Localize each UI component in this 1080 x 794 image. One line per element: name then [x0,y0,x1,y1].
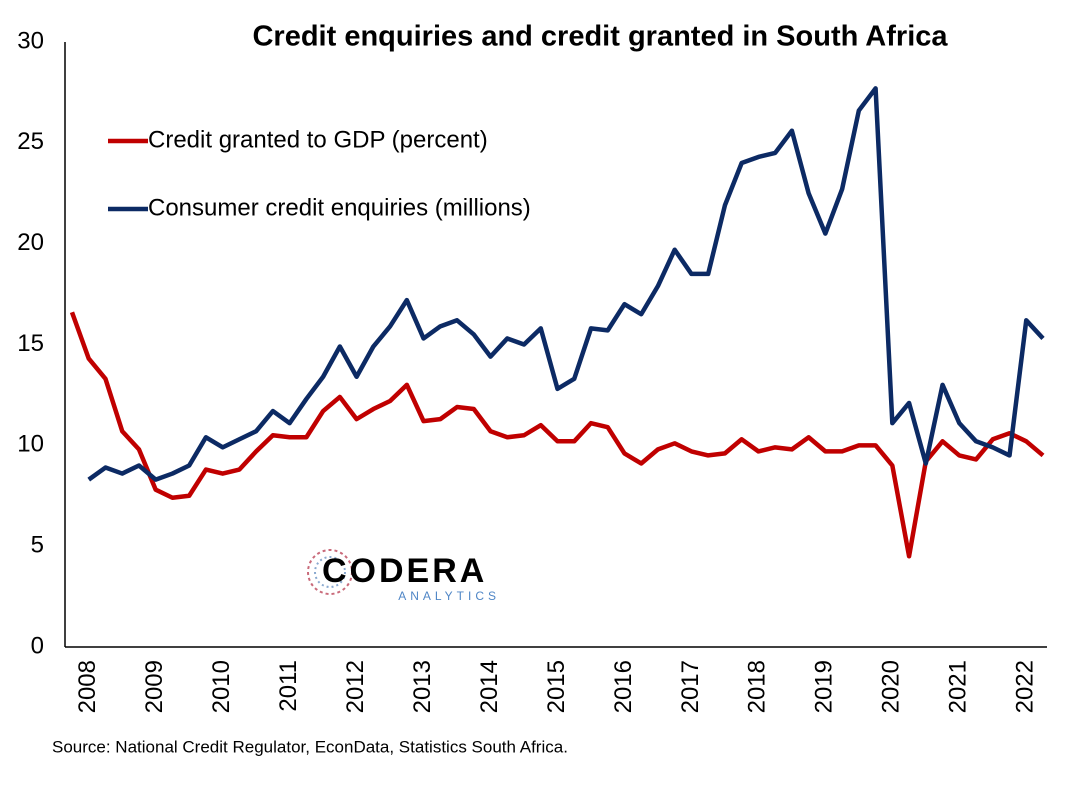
chart-title: Credit enquiries and credit granted in S… [252,21,948,53]
y-tick-label: 0 [31,632,44,659]
x-tick-label: 2019 [811,660,838,713]
x-tick-label: 2016 [610,660,637,713]
y-tick-label: 20 [17,229,44,256]
x-tick-label: 2018 [744,660,771,713]
x-tick-label: 2017 [677,660,704,713]
logo-ring [307,549,353,595]
y-tick-label: 10 [17,431,44,458]
y-tick-label: 15 [17,330,44,357]
logo-ring [314,556,346,588]
x-tick-label: 2015 [543,660,570,713]
x-tick-label: 2009 [141,660,168,713]
source-note: Source: National Credit Regulator, EconD… [52,737,568,756]
y-tick-label: 5 [31,532,44,559]
x-tick-label: 2010 [208,660,235,713]
series-line [69,311,1045,559]
series-line [87,86,1045,482]
x-tick-label: 2014 [476,660,503,713]
x-tick-label: 2012 [342,660,369,713]
logo-tagline: ANALYTICS [398,589,500,603]
logo: CODERA ANALYTICS [307,549,500,603]
x-tick-label: 2011 [275,660,302,712]
x-tick-label: 2008 [74,660,101,713]
x-tick-label: 2013 [409,660,436,713]
x-tick-label: 2020 [878,660,905,713]
legend-label: Consumer credit enquiries (millions) [148,194,531,221]
y-tick-label: 25 [17,128,44,155]
x-tick-label: 2021 [945,660,972,713]
x-tick-label: 2022 [1012,660,1039,713]
logo-name: CODERA [322,552,487,590]
legend-label: Credit granted to GDP (percent) [148,126,488,153]
y-tick-label: 30 [17,27,44,54]
